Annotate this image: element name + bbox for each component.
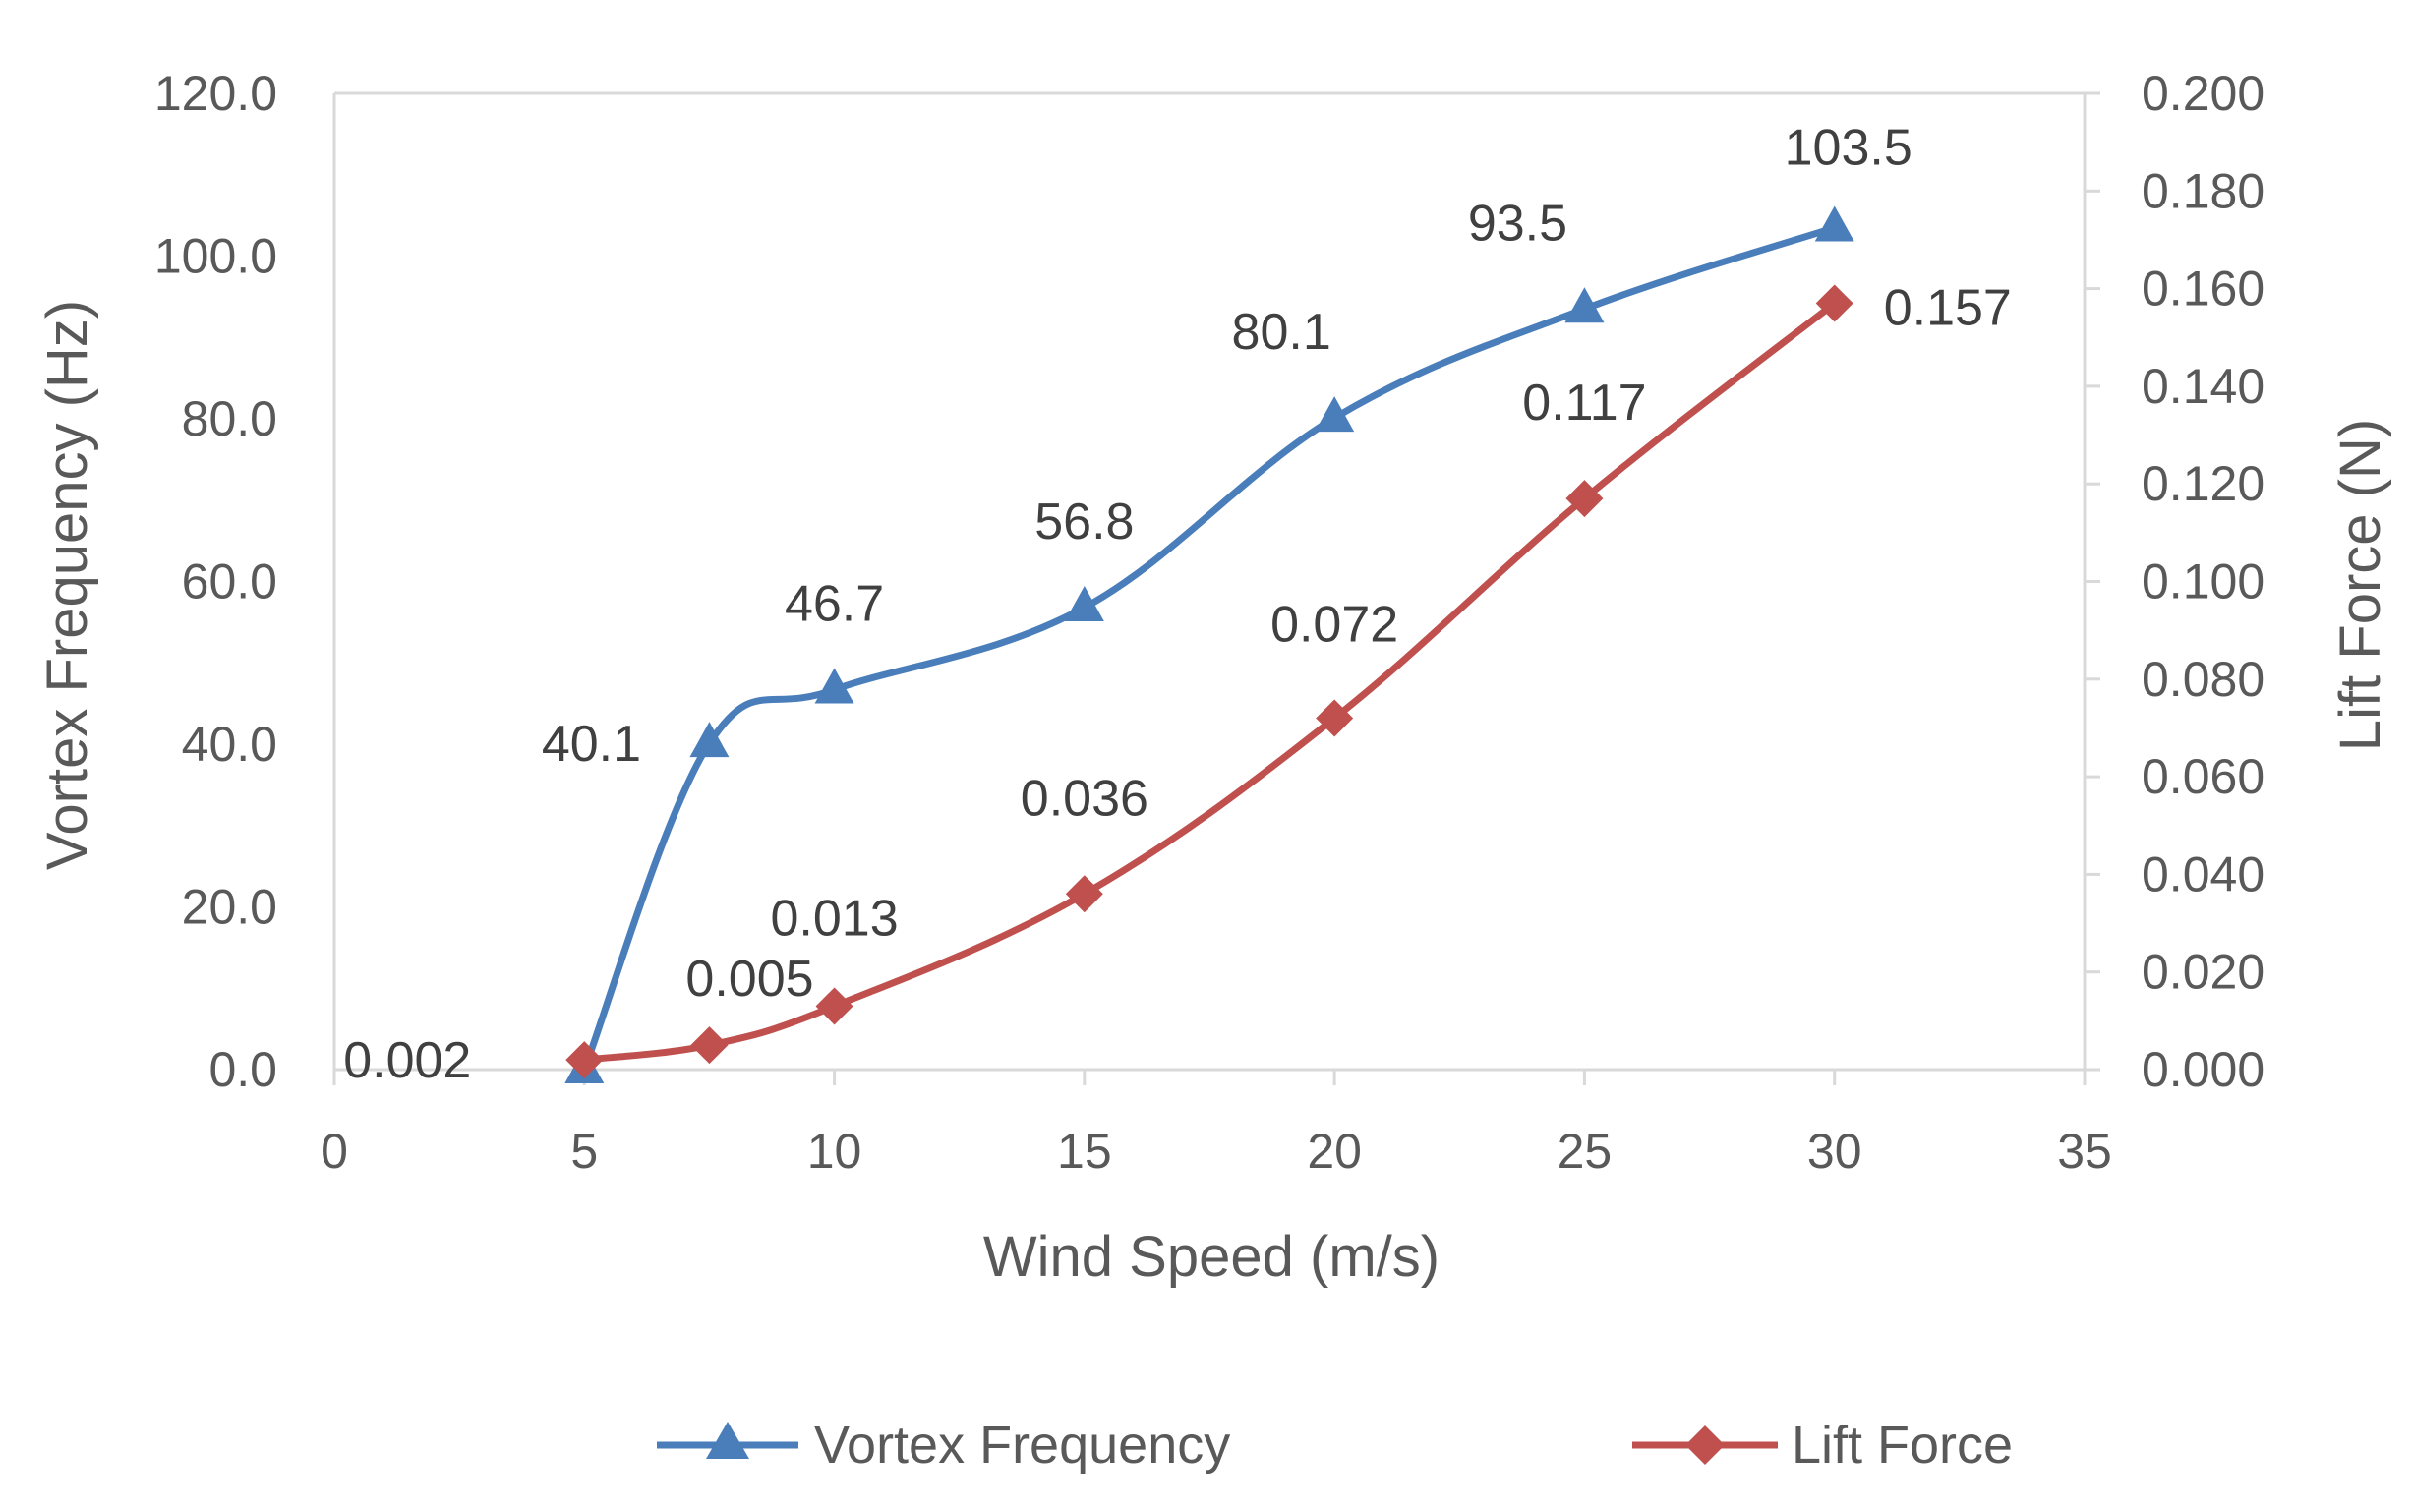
y-tick-label: 20.0 [182,880,277,935]
y-tick-label: 80.0 [182,391,277,446]
vortex-frequency-marker [814,668,854,704]
y2-tick-label: 0.000 [2142,1042,2265,1097]
vortex-frequency-data-label: 93.5 [1468,195,1567,252]
series-line-lift-force [583,300,1837,1064]
x-tick-label: 25 [1558,1124,1613,1179]
lift-force-data-label: 0.005 [685,951,813,1008]
vortex-frequency-data-label: 46.7 [785,576,884,633]
lift-force-data-label: 0.036 [1021,770,1148,827]
y2-tick-label: 0.100 [2142,554,2265,610]
y2-tick-label: 0.020 [2142,945,2265,1000]
legend: Vortex Frequency Lift Force [657,1416,2013,1475]
lift-force-data-label: 0.117 [1522,375,1646,432]
y2-tick-label: 0.160 [2142,262,2265,317]
vortex-frequency-marker [1315,396,1355,433]
y2-tick-label: 0.120 [2142,456,2265,511]
legend-diamond-marker [1685,1425,1725,1465]
x-tick-label: 30 [1807,1124,1862,1179]
x-tick-label: 5 [570,1124,598,1179]
y-tick-label: 60.0 [182,554,277,610]
legend-item-lift-force: Lift Force [1632,1416,2013,1475]
lift-force-marker [1565,480,1604,518]
x-tick-label: 20 [1307,1124,1362,1179]
vortex-frequency-marker [1814,205,1854,242]
y2-tick-label: 0.040 [2142,846,2265,901]
lift-force-marker [815,987,853,1025]
legend-triangle-marker [706,1422,749,1459]
lift-force-marker [690,1026,729,1065]
legend-label-vortex-frequency: Vortex Frequency [814,1416,1230,1475]
x-tick-label: 10 [807,1124,862,1179]
lift-force-marker [1065,875,1103,913]
x-tick-label: 0 [321,1124,348,1179]
y2-tick-label: 0.080 [2142,652,2265,707]
y-tick-label: 40.0 [182,717,277,772]
x-tick-label: 15 [1057,1124,1112,1179]
vortex-frequency-data-label: 56.8 [1034,494,1134,551]
y2-tick-label: 0.200 [2142,66,2265,121]
vortex-frequency-data-label: 40.1 [542,716,641,773]
lift-force-marker [565,1041,604,1079]
vortex-frequency-marker [1564,287,1605,323]
y-axis-title: Vortex Frequency (Hz) [35,300,99,870]
y2-tick-label: 0.180 [2142,163,2265,218]
y-tick-label: 120.0 [154,66,277,121]
lift-force-marker [1316,699,1354,737]
legend-item-vortex-frequency: Vortex Frequency [657,1416,1230,1475]
y-tick-label: 0.0 [208,1042,277,1097]
lift-force-data-label: 0.002 [343,1032,471,1089]
lift-force-marker [1815,284,1853,322]
vortex-frequency-marker [1064,585,1104,621]
lift-force-data-label: 0.157 [1884,279,2012,336]
lift-force-data-label: 0.013 [771,890,899,947]
lift-force-data-label: 0.072 [1270,597,1398,654]
y2-axis-title: Lift Force (N) [2328,419,2392,751]
x-axis-title: Wind Speed (m/s) [983,1225,1440,1289]
vortex-frequency-data-label: 103.5 [1785,120,1912,177]
legend-label-lift-force: Lift Force [1792,1416,2013,1475]
x-tick-label: 35 [2057,1124,2112,1179]
y-tick-label: 100.0 [154,229,277,284]
vortex-frequency-data-label: 80.1 [1232,304,1331,361]
vortex-frequency-marker [689,722,730,758]
y2-tick-label: 0.140 [2142,359,2265,414]
y2-tick-label: 0.060 [2142,749,2265,804]
